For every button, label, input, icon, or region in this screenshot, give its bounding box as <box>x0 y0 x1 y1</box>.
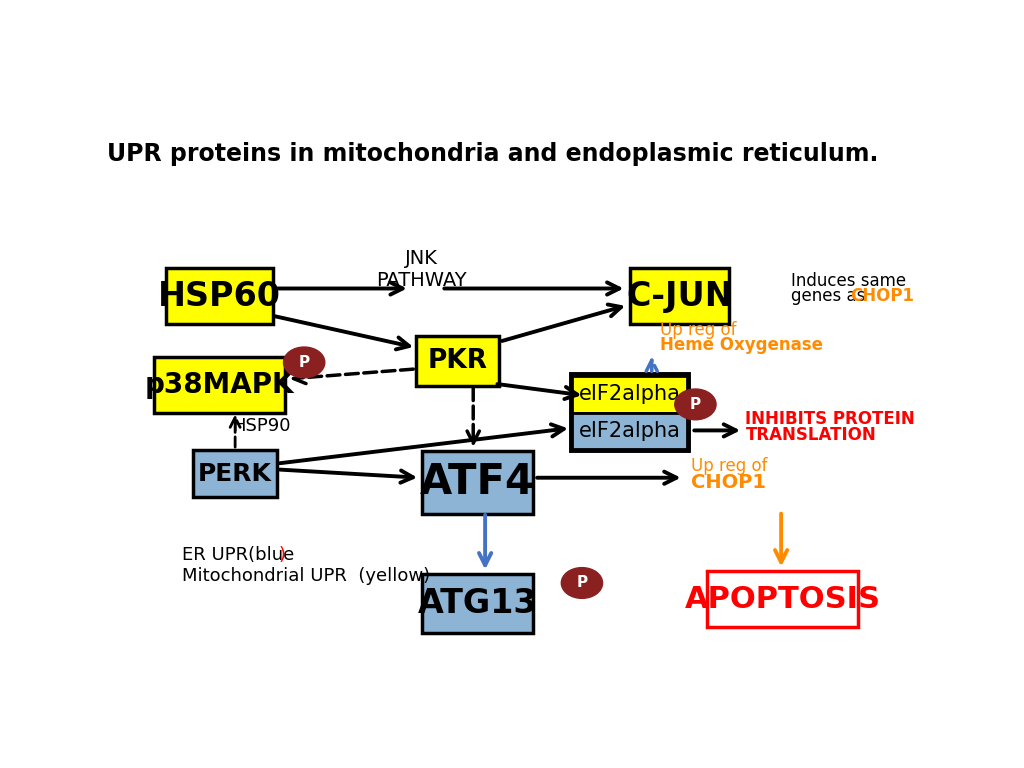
Text: JNK
PATHWAY: JNK PATHWAY <box>376 249 467 290</box>
Text: P: P <box>577 575 588 591</box>
Text: UPR proteins in mitochondria and endoplasmic reticulum.: UPR proteins in mitochondria and endopla… <box>108 142 879 166</box>
FancyBboxPatch shape <box>708 571 858 627</box>
FancyBboxPatch shape <box>572 376 687 412</box>
Circle shape <box>561 568 602 598</box>
Text: Mitochondrial UPR  (yellow): Mitochondrial UPR (yellow) <box>182 567 430 585</box>
Text: APOPTOSIS: APOPTOSIS <box>685 584 881 614</box>
Text: Heme Oxygenase: Heme Oxygenase <box>659 336 822 354</box>
Text: Induces same: Induces same <box>791 273 906 290</box>
Text: genes as: genes as <box>791 287 870 305</box>
Text: CHOP1: CHOP1 <box>691 473 766 492</box>
Text: ATF4: ATF4 <box>420 462 535 504</box>
Text: Up reg of: Up reg of <box>659 321 736 339</box>
FancyBboxPatch shape <box>572 412 687 449</box>
Text: eIF2alpha: eIF2alpha <box>579 421 681 441</box>
FancyBboxPatch shape <box>422 574 532 634</box>
Text: eIF2alpha: eIF2alpha <box>579 384 681 404</box>
FancyBboxPatch shape <box>194 450 276 497</box>
Text: PERK: PERK <box>199 462 272 485</box>
Text: HSP60: HSP60 <box>158 280 281 313</box>
Text: ATG13: ATG13 <box>418 588 537 621</box>
FancyBboxPatch shape <box>166 268 272 324</box>
Text: P: P <box>690 397 701 412</box>
Text: C-JUN: C-JUN <box>626 280 733 313</box>
FancyBboxPatch shape <box>422 452 532 514</box>
Text: PKR: PKR <box>427 348 487 374</box>
Text: p38MAPK: p38MAPK <box>144 371 294 399</box>
Text: Up reg of: Up reg of <box>691 457 768 475</box>
Text: INHIBITS PROTEIN: INHIBITS PROTEIN <box>745 409 915 428</box>
Circle shape <box>284 347 325 378</box>
Text: P: P <box>299 355 309 370</box>
Circle shape <box>675 389 716 420</box>
Text: ER UPR(blue: ER UPR(blue <box>182 545 294 564</box>
Text: ): ) <box>279 545 286 564</box>
Text: TRANSLATION: TRANSLATION <box>745 426 877 444</box>
Text: CHOP1: CHOP1 <box>850 287 914 305</box>
FancyBboxPatch shape <box>154 357 285 413</box>
FancyBboxPatch shape <box>630 268 729 324</box>
Text: HSP90: HSP90 <box>232 417 291 435</box>
FancyBboxPatch shape <box>416 336 499 386</box>
